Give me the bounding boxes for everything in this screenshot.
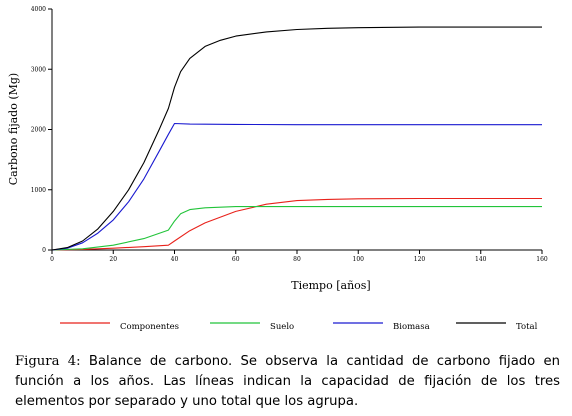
x-tick-label: 40 xyxy=(171,256,179,263)
x-axis-title: Tiempo [años] xyxy=(291,279,370,292)
chart-axes xyxy=(51,9,542,251)
legend-label-biomasa: Biomasa xyxy=(393,322,430,332)
legend-label-total: Total xyxy=(516,322,538,332)
series-line-componentes xyxy=(51,197,542,251)
y-axis-title: Carbono fijado (Mg) xyxy=(7,73,20,185)
carbon-balance-chart: 0 20 40 60 80 100 120 140 160 0 1000 2000 3000 4000 T… xyxy=(7,6,548,332)
series-line-suelo xyxy=(51,206,542,251)
series-line-biomasa xyxy=(51,122,542,251)
chart-ticks: 0 20 40 60 80 100 120 140 160 0 1000 2000 3000 4000 xyxy=(31,6,548,263)
chart-series-lines xyxy=(51,26,542,251)
x-tick-label: 140 xyxy=(475,256,487,263)
x-tick-label: 160 xyxy=(536,256,548,263)
x-tick-label: 120 xyxy=(414,256,426,263)
x-tick-label: 60 xyxy=(232,256,240,263)
caption-text: Balance de carbono. Se observa la cantid… xyxy=(15,354,560,409)
figure-caption: Figura 4: Balance de carbono. Se observa… xyxy=(15,352,560,412)
y-tick-label: 3000 xyxy=(31,66,46,73)
legend-label-componentes: Componentes xyxy=(120,322,179,332)
chart-legend: Componentes Suelo Biomasa Total xyxy=(60,322,538,332)
y-tick-label: 2000 xyxy=(31,127,46,134)
figure-label: Figura 4: xyxy=(15,354,81,369)
x-tick-label: 20 xyxy=(109,256,117,263)
y-tick-label: 0 xyxy=(42,247,46,254)
y-tick-label: 4000 xyxy=(31,6,46,13)
y-tick-label: 1000 xyxy=(31,187,46,194)
x-tick-label: 100 xyxy=(353,256,365,263)
series-line-total xyxy=(51,26,542,251)
x-tick-label: 0 xyxy=(50,256,54,263)
legend-label-suelo: Suelo xyxy=(270,322,294,332)
x-tick-label: 80 xyxy=(293,256,301,263)
